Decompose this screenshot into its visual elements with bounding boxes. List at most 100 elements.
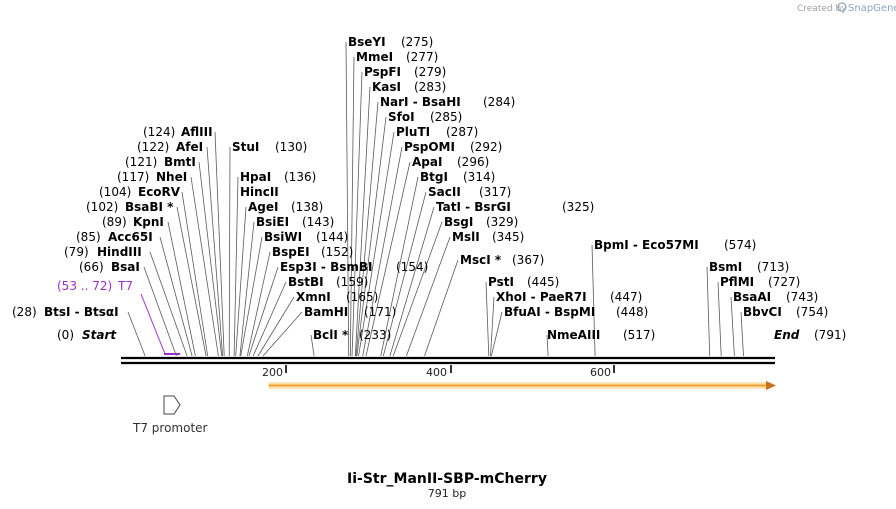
site-pos-bsiei: (143) (302, 215, 334, 229)
site-btgi[interactable]: BtgI (420, 170, 448, 184)
site-bsiwi[interactable]: BsiWI (264, 230, 302, 244)
connector-right-0 (706, 266, 711, 357)
site-bfuai[interactable]: BfuAI - BspMI (504, 305, 595, 319)
site-pos-bsmi: (713) (757, 260, 789, 274)
connector-left-9 (143, 266, 177, 357)
site-nhei[interactable]: NheI (156, 170, 187, 184)
site-pos-bseyi: (275) (401, 35, 433, 49)
site-pos-xhoi: (447) (610, 290, 642, 304)
orf-arrow[interactable] (268, 381, 776, 390)
site-bsai[interactable]: BsaI (111, 260, 140, 274)
connector-left-3 (190, 176, 219, 357)
connector-pst-0 (485, 281, 490, 357)
site-xhoi[interactable]: XhoI - PaeR7I (496, 290, 587, 304)
site-tati[interactable]: TatI - BsrGI (436, 200, 511, 214)
site-afliii[interactable]: AflIII (181, 125, 213, 139)
site-hincii[interactable]: HincII (240, 185, 279, 199)
site-pos-apai: (296) (457, 155, 489, 169)
site-pos-bcli: (233) (359, 328, 391, 342)
site-afei[interactable]: AfeI (176, 140, 203, 154)
site-pos-stui: (130) (275, 140, 307, 154)
site-nmeaiii[interactable]: NmeAIII (547, 328, 600, 342)
promoter-arrow-icon (163, 395, 181, 415)
site-pos-btgi: (314) (463, 170, 495, 184)
site-pos-nhei: (117) (117, 170, 149, 184)
site-esp3i[interactable]: Esp3I - BsmBI (280, 260, 372, 274)
map-length: 791 bp (428, 487, 466, 500)
site-sfoi[interactable]: SfoI (388, 110, 415, 124)
connector-left-7 (159, 236, 193, 357)
site-pos-pluti: (287) (446, 125, 478, 139)
connector-top-8 (365, 161, 411, 357)
site-bstbi[interactable]: BstBI (288, 275, 324, 289)
connector-mid-8 (252, 281, 287, 357)
connector-top-4 (355, 101, 379, 357)
site-pos-bmti: (121) (125, 155, 157, 169)
connector-mid-9 (257, 296, 295, 357)
site-bsgi[interactable]: BsgI (444, 215, 473, 229)
map-title: Ii-Str_ManII-SBP-mCherry (347, 471, 547, 487)
site-pos-hpai: (136) (284, 170, 316, 184)
site-kpni[interactable]: KpnI (133, 215, 164, 229)
site-pspomi[interactable]: PspOMI (404, 140, 455, 154)
site-hindiii[interactable]: HindIII (97, 245, 142, 259)
site-pluti[interactable]: PluTI (396, 125, 430, 139)
site-pflmi[interactable]: PflMI (720, 275, 754, 289)
site-xmni[interactable]: XmnI (296, 290, 331, 304)
site-pos-agei: (138) (291, 200, 323, 214)
connector-left-8 (149, 251, 188, 357)
site-mmei[interactable]: MmeI (356, 50, 393, 64)
site-bpmi[interactable]: BpmI - Eco57MI (594, 238, 699, 252)
site-bseyi[interactable]: BseYI (348, 35, 386, 49)
site-agei[interactable]: AgeI (248, 200, 278, 214)
connector-nmeaiii (546, 334, 549, 357)
site-bsiei[interactable]: BsiEI (256, 215, 289, 229)
ruler-tick-label: 200 (262, 366, 283, 379)
connector-left-5 (176, 206, 207, 357)
site-bbvci[interactable]: BbvCI (743, 305, 782, 319)
site-bmti[interactable]: BmtI (164, 155, 196, 169)
site-pos-bfuai: (448) (616, 305, 648, 319)
site-sacii[interactable]: SacII (428, 185, 461, 199)
primer-t7-marker[interactable] (140, 293, 180, 355)
end-label: End (774, 328, 800, 342)
site-psti[interactable]: PstI (488, 275, 514, 289)
connector-top-6 (358, 131, 395, 357)
connector-mid-5 (240, 236, 263, 357)
site-bsabi[interactable]: BsaBI * (125, 200, 174, 214)
site-pspfi[interactable]: PspFI (364, 65, 401, 79)
site-bamhi[interactable]: BamHI (304, 305, 348, 319)
site-nari[interactable]: NarI - BsaHI (380, 95, 461, 109)
site-stui[interactable]: StuI (232, 140, 259, 154)
ruler-tick-label: 400 (426, 366, 447, 379)
site-pos-nmeaiii: (517) (623, 328, 655, 342)
connector-top-5 (356, 116, 387, 357)
site-pos-bsaai: (743) (786, 290, 818, 304)
site-apai[interactable]: ApaI (412, 155, 442, 169)
site-bcli[interactable]: BclI * (313, 328, 349, 342)
site-connectors (127, 41, 744, 357)
site-bsaai[interactable]: BsaAI (733, 290, 771, 304)
t7-promoter-feature[interactable]: T7 promoter (132, 395, 208, 435)
connector-mid-3 (235, 206, 247, 357)
site-pos-bsai: (66) (79, 260, 104, 274)
site-acc65i[interactable]: Acc65I (108, 230, 153, 244)
site-hpai[interactable]: HpaI (240, 170, 271, 184)
connector-top-2 (351, 71, 363, 357)
site-pos-bamhi: (171) (364, 305, 396, 319)
connector-mid-10 (262, 311, 303, 357)
site-btsi[interactable]: BtsI - BtsαI (44, 305, 119, 319)
site-msli[interactable]: MslI (452, 230, 480, 244)
connector-right-2 (730, 296, 735, 357)
site-kasi[interactable]: KasI (372, 80, 401, 94)
sequence-backbone[interactable] (121, 356, 775, 365)
right-site-labels: BsmI (713) PflMI (727) BsaAI (743) BbvCI… (709, 260, 846, 342)
site-ecorv[interactable]: EcoRV (138, 185, 181, 199)
site-pos-sacii: (317) (479, 185, 511, 199)
site-msci[interactable]: MscI * (460, 253, 502, 267)
primer-name[interactable]: T7 (117, 279, 133, 293)
site-pos-afei: (122) (137, 140, 169, 154)
site-bspei[interactable]: BspEI (272, 245, 310, 259)
site-bsmi[interactable]: BsmI (709, 260, 742, 274)
site-pos-pspfi: (279) (414, 65, 446, 79)
